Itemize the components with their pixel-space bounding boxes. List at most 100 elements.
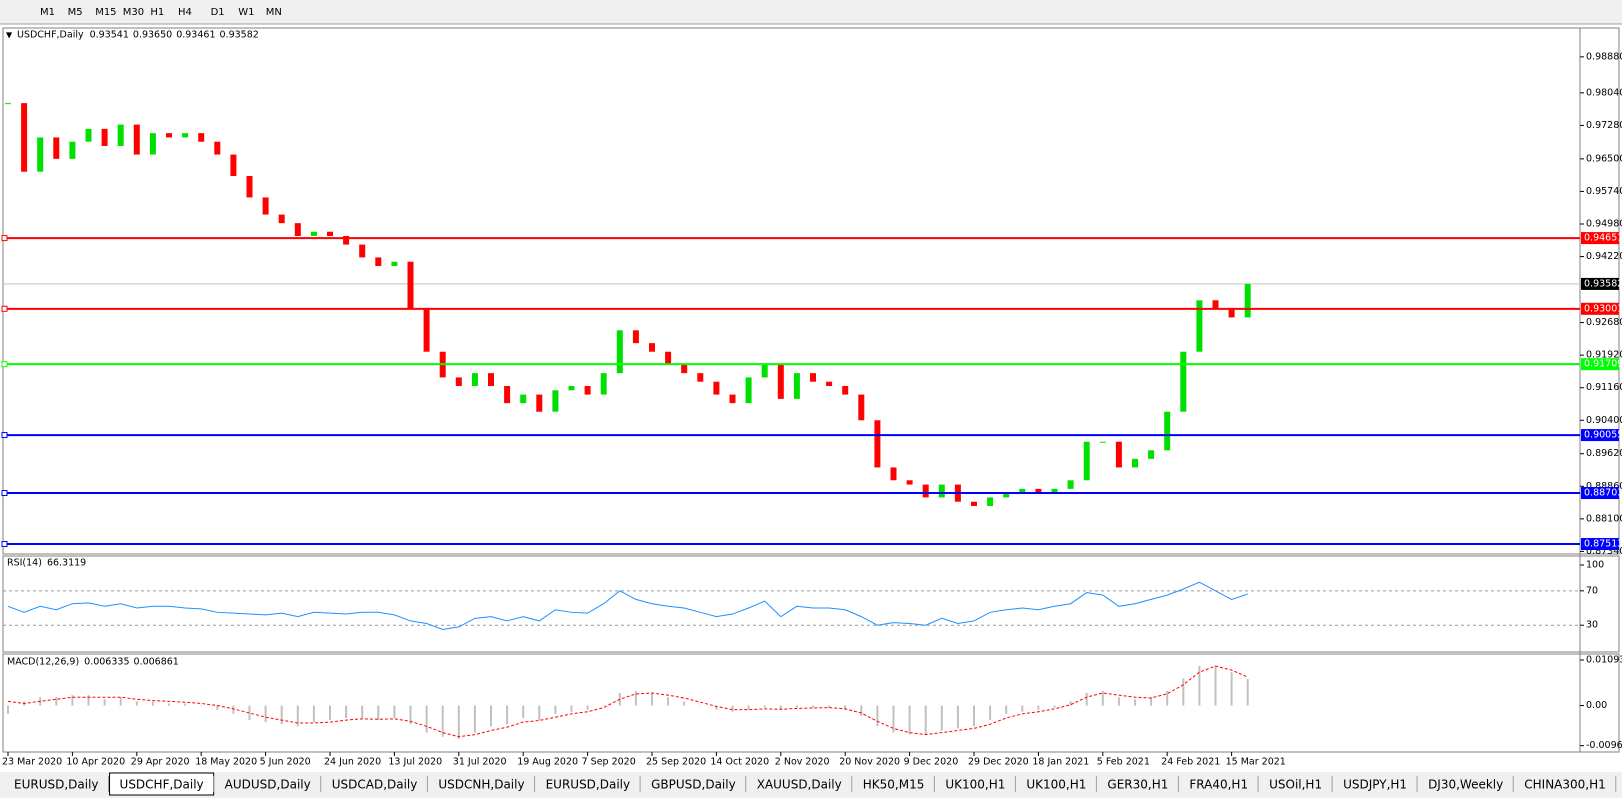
tab-background: [1179, 773, 1259, 795]
tab-label[interactable]: EURUSD,Daily: [14, 778, 99, 792]
ohlc-value: 0.93541: [90, 30, 129, 41]
indicator-value: 0.006861: [134, 657, 179, 668]
timeframe-button[interactable]: W1: [238, 7, 254, 18]
tab-label[interactable]: UK100,H1: [945, 778, 1005, 792]
macd-bar: [586, 705, 589, 710]
tab: HK50,M15: [852, 773, 935, 795]
macd-bar: [1182, 678, 1185, 706]
candle: [214, 141, 221, 155]
y-tick-label: 0.92680: [1586, 317, 1622, 328]
y-tick-label: 0.98040: [1586, 87, 1622, 98]
candle: [262, 197, 269, 215]
macd-bar: [103, 699, 106, 706]
macd-bar: [473, 705, 476, 733]
macd-bar: [763, 705, 766, 708]
toolbar: [0, 0, 1622, 24]
main-panel: [2, 27, 1620, 555]
tab: USDCHF,Daily: [109, 772, 215, 796]
macd-bar: [795, 705, 798, 708]
tab: USDJPY,H1: [1333, 773, 1418, 795]
timeframe-button[interactable]: M1: [40, 7, 55, 18]
candle: [729, 394, 736, 404]
level-handle: [1, 361, 8, 368]
tab-label[interactable]: HK50,M15: [863, 778, 925, 792]
x-tick-label: 23 Mar 2020: [2, 757, 62, 768]
candle: [294, 223, 301, 236]
tab: EURUSD,Daily: [4, 773, 110, 795]
timeframe-button[interactable]: MN: [266, 7, 282, 18]
timeframe-button[interactable]: M15: [95, 7, 116, 18]
candle: [632, 330, 639, 344]
candle: [343, 236, 350, 245]
timeframe-button[interactable]: M5: [68, 7, 83, 18]
tab-label[interactable]: GER30,H1: [1107, 778, 1168, 792]
y-tick-label: 0.00: [1586, 700, 1607, 711]
tab-label[interactable]: XAUUSD,Daily: [757, 778, 842, 792]
candle: [1051, 488, 1058, 494]
y-tick-label: 0.91160: [1586, 382, 1622, 393]
tab-background: [852, 773, 935, 795]
macd-bar: [135, 701, 138, 706]
candle: [488, 373, 494, 386]
indicator-value: 0.006335: [84, 657, 129, 668]
candle: [69, 141, 76, 159]
candle: [810, 373, 816, 382]
macd-bar: [570, 705, 573, 712]
timeframe-button[interactable]: H4: [178, 7, 192, 18]
candle: [826, 381, 833, 386]
timeframe-button[interactable]: H1: [150, 7, 164, 18]
macd-bar: [634, 690, 637, 706]
macd-bar: [425, 705, 428, 733]
tab-label[interactable]: USDCHF,Daily: [120, 778, 204, 792]
candle: [310, 231, 317, 236]
candle: [149, 133, 156, 155]
x-tick-label: 29 Apr 2020: [131, 757, 190, 768]
candle: [777, 364, 784, 399]
candle: [504, 386, 511, 404]
x-tick-label: 5 Jun 2020: [260, 757, 311, 768]
candle: [327, 231, 333, 236]
tab-label[interactable]: DJ30,Weekly: [1428, 778, 1503, 792]
macd-bar: [345, 705, 348, 719]
tab-background: [1016, 773, 1097, 795]
x-tick-label: 18 May 2020: [195, 757, 257, 768]
tab-label[interactable]: FRA40,H1: [1189, 778, 1248, 792]
tab-label[interactable]: CHINA300,H1: [1524, 778, 1606, 792]
tab-label[interactable]: UK100,H1: [1026, 778, 1086, 792]
candle: [987, 497, 994, 506]
candle: [1244, 284, 1251, 318]
level-label: 0.87513: [1584, 539, 1622, 550]
tab-label[interactable]: EURUSD,Daily: [546, 778, 631, 792]
candle: [713, 381, 720, 395]
tab-label[interactable]: USOil,H1: [1269, 778, 1322, 792]
macd-bar: [602, 705, 605, 707]
candle: [21, 103, 28, 172]
macd-bar: [1005, 705, 1008, 714]
tab-label[interactable]: USDCAD,Daily: [332, 778, 418, 792]
tab-label[interactable]: USDJPY,H1: [1343, 778, 1407, 792]
x-tick-label: 24 Jun 2020: [324, 757, 381, 768]
y-tick-label: 0.91920: [1586, 350, 1622, 361]
level-label-bg: [1581, 232, 1619, 245]
candle: [922, 484, 929, 498]
macd-bar: [667, 697, 670, 706]
candle: [600, 373, 607, 395]
tab-label[interactable]: USDCNH,Daily: [438, 778, 524, 792]
y-tick-label: 0.94980: [1586, 219, 1622, 230]
macd-bar: [1021, 705, 1024, 712]
candle: [359, 244, 366, 258]
tab-background: [321, 773, 428, 795]
level-handle: [1, 541, 8, 548]
candle: [874, 420, 881, 468]
macd-bar: [280, 705, 283, 725]
tab-label[interactable]: GBPUSD,Daily: [651, 778, 736, 792]
macd-bar: [812, 705, 814, 708]
macd-bar: [1230, 672, 1233, 706]
timeframe-button[interactable]: M30: [123, 7, 144, 18]
timeframe-button[interactable]: D1: [211, 7, 225, 18]
level-label-bg: [1581, 358, 1619, 371]
tab-label[interactable]: AUDUSD,Daily: [225, 778, 311, 792]
y-tick-label: 0.90400: [1586, 415, 1622, 426]
candle: [1164, 411, 1171, 451]
